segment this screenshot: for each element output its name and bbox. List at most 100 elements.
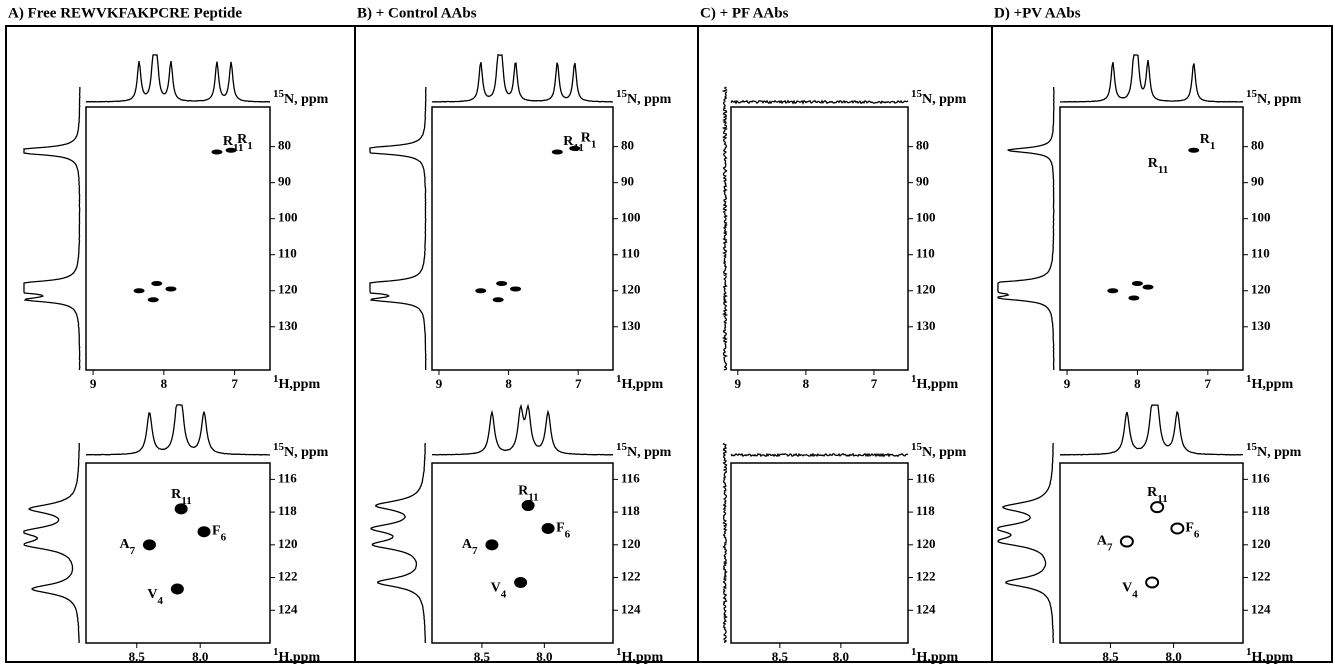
peak-label-small: 7 [1107, 541, 1113, 553]
x-axis-label-small: 1 [616, 373, 622, 385]
x-tick-label: 9 [90, 376, 97, 391]
x-axis-label-small: 1 [616, 646, 622, 658]
peak [485, 539, 499, 551]
peak [521, 500, 535, 512]
peak-label-main: R [171, 487, 182, 502]
x-axis-label-main: H,ppm [1252, 650, 1294, 664]
x-axis-label-main: H,ppm [279, 377, 321, 392]
x-tick-label: 7 [575, 376, 582, 391]
y-tick-label: 124 [621, 601, 641, 616]
y-axis-label: 15N, ppm [1246, 88, 1302, 108]
y-axis-label-small: 15 [616, 88, 628, 100]
x-projection [1059, 404, 1243, 456]
figure-frame [5, 25, 1333, 663]
panel-title: D) +PV AAbs [994, 5, 1081, 21]
x-axis-label-main: H,ppm [622, 377, 664, 392]
panel-title: A) Free REWVKFAKPCRE Peptide [8, 5, 242, 21]
peak-label-main: R [563, 134, 574, 149]
plot-frame [431, 462, 614, 644]
y-tick-label: 90 [621, 174, 634, 189]
y-tick-label: 120 [1251, 536, 1271, 551]
peak-label: A7 [1097, 534, 1113, 553]
y-tick-label: 118 [278, 503, 297, 518]
y-axis-label: 15N, ppm [911, 88, 967, 108]
peak-label-main: V [147, 587, 157, 602]
peak-label: R11 [1148, 156, 1169, 175]
peak-label: V4 [491, 581, 507, 600]
x-tick-label: 8 [161, 376, 168, 391]
y-axis-label-main: N, ppm [1257, 445, 1302, 460]
y-axis-label: 15N, ppm [273, 88, 329, 108]
y-axis-label-main: N, ppm [1257, 92, 1302, 107]
y-tick-label: 116 [1251, 470, 1270, 485]
x-axis-label: 1H,ppm [616, 646, 663, 664]
x-axis-label: 1H,ppm [911, 373, 958, 393]
y-axis-label-small: 15 [911, 441, 923, 453]
peak-label-main: V [1122, 581, 1132, 596]
y-tick-label: 130 [916, 318, 936, 333]
y-axis-label: 15N, ppm [616, 88, 672, 108]
y-tick-label: 120 [621, 282, 641, 297]
y-tick-label: 80 [278, 138, 291, 153]
peak-label-main: F [1185, 521, 1194, 536]
y-axis-label-small: 15 [1246, 88, 1258, 100]
y-tick-label: 120 [916, 536, 936, 551]
y-axis-label-small: 15 [273, 441, 285, 453]
x-tick-label: 8.5 [474, 649, 491, 664]
peak-label: A7 [462, 537, 478, 556]
peak [211, 149, 223, 155]
peak-label-small: 11 [233, 142, 243, 154]
x-tick-label: 9 [436, 376, 443, 391]
y-tick-label: 80 [621, 138, 634, 153]
y-tick-label: 124 [278, 601, 298, 616]
y-tick-label: 122 [1251, 569, 1271, 584]
x-axis-label-small: 1 [1246, 646, 1252, 658]
x-tick-label: 8 [803, 376, 810, 391]
peak [1107, 288, 1119, 294]
y-tick-label: 90 [1251, 174, 1264, 189]
x-axis-label: 1H,ppm [273, 646, 320, 664]
y-projection [722, 442, 728, 644]
plot-frame [730, 106, 909, 371]
x-axis-label-small: 1 [273, 646, 279, 658]
y-axis-label-small: 15 [911, 88, 923, 100]
x-axis-label-main: H,ppm [622, 650, 664, 664]
x-projection [1059, 54, 1244, 103]
peak [170, 583, 184, 595]
peak-label-small: 11 [1158, 164, 1168, 176]
peak-label-small: 4 [157, 595, 163, 607]
y-tick-label: 124 [916, 601, 936, 616]
peak-label: R11 [563, 134, 584, 153]
y-projection [997, 442, 1054, 644]
y-tick-label: 110 [1251, 246, 1270, 261]
y-tick-label: 100 [916, 210, 936, 225]
x-axis-label-small: 1 [1246, 373, 1252, 385]
x-tick-label: 9 [1064, 376, 1071, 391]
y-tick-label: 130 [1251, 318, 1271, 333]
y-axis-label: 15N, ppm [911, 441, 967, 461]
x-tick-label: 8.0 [833, 649, 849, 664]
peak [510, 286, 522, 292]
x-projection [431, 54, 614, 103]
peak-label-small: 11 [573, 142, 583, 154]
peak-label-small: 6 [221, 531, 227, 543]
x-axis-label-main: H,ppm [917, 650, 959, 664]
y-tick-label: 100 [278, 210, 298, 225]
y-tick-label: 116 [278, 470, 297, 485]
peak-label-main: A [462, 537, 473, 552]
peak-label-small: 1 [247, 140, 253, 152]
x-projection [730, 452, 909, 458]
y-axis-label-main: N, ppm [284, 445, 329, 460]
x-axis-label-small: 1 [911, 646, 917, 658]
x-axis-label: 1H,ppm [273, 373, 320, 393]
peak [1145, 576, 1160, 589]
peak-label: V4 [1122, 581, 1138, 600]
y-axis-label-main: N, ppm [627, 92, 672, 107]
peak [569, 145, 581, 151]
peak-label-main: R [237, 132, 248, 147]
x-tick-label: 8 [1134, 376, 1141, 391]
y-tick-label: 110 [916, 246, 935, 261]
peak-label-main: R [1200, 132, 1211, 147]
x-projection [431, 403, 613, 456]
